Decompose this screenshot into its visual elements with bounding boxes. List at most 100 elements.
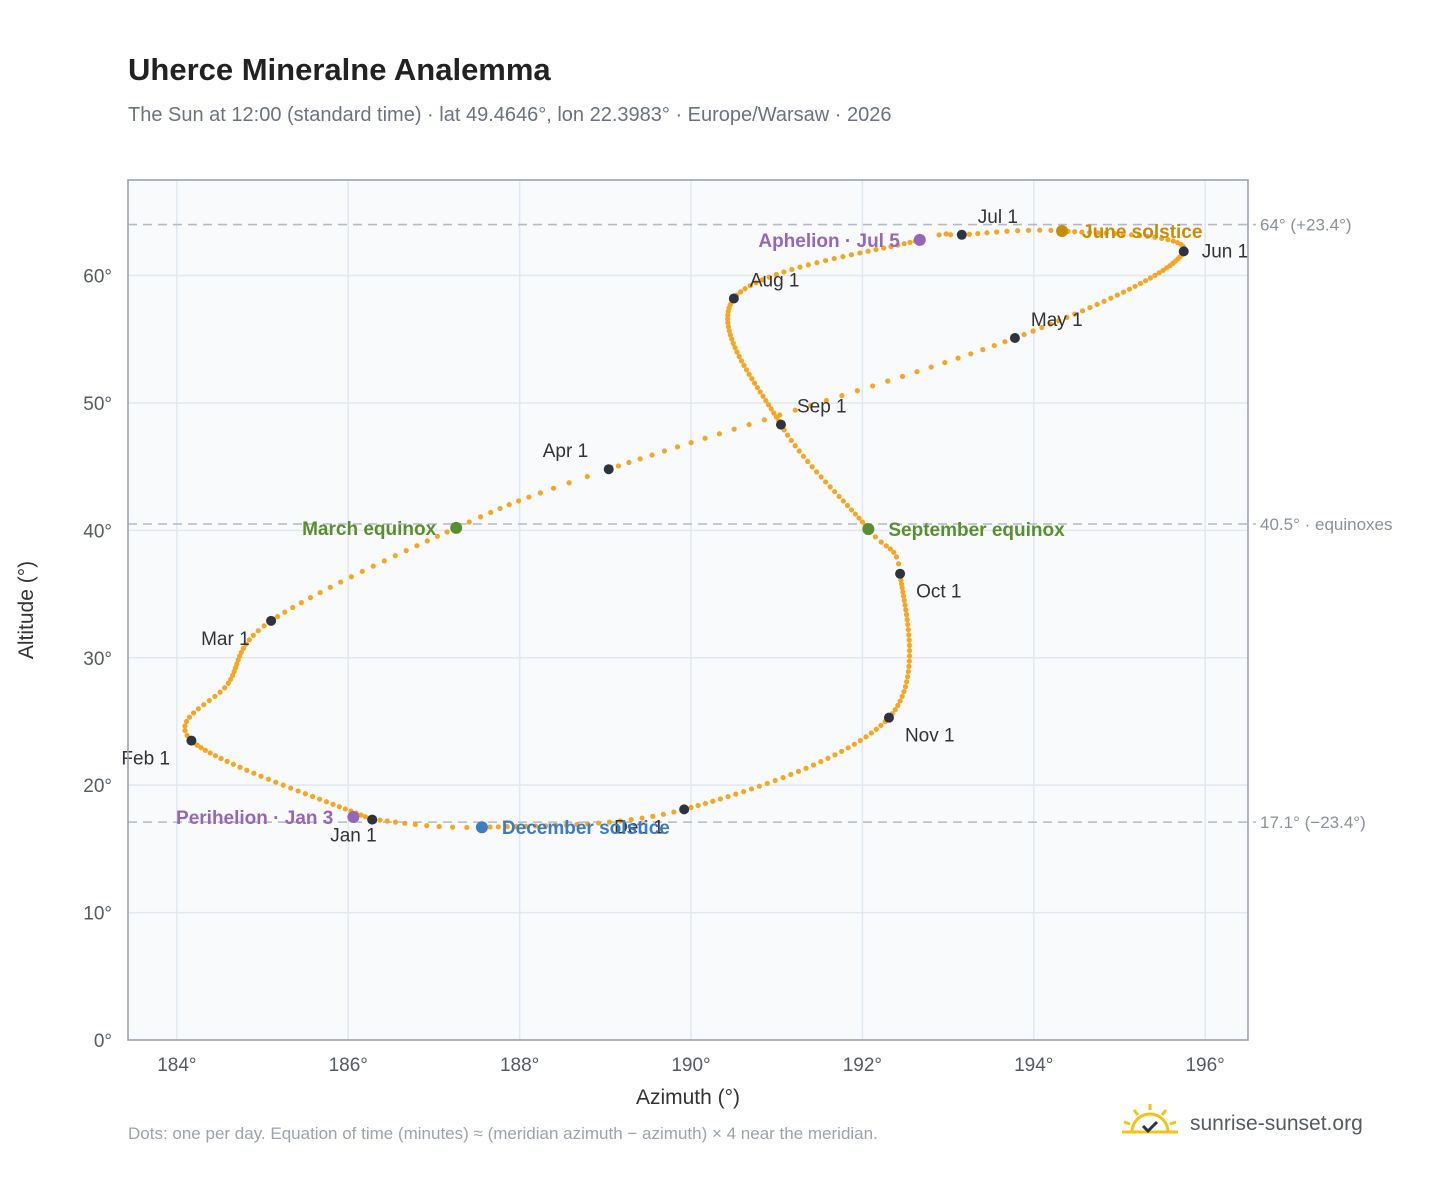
day-dot <box>392 819 399 825</box>
day-dot <box>901 688 907 695</box>
day-dot <box>984 230 990 236</box>
day-dot <box>741 788 747 795</box>
day-dot <box>891 549 897 555</box>
day-dot <box>901 241 907 247</box>
day-dot <box>903 612 910 618</box>
day-dot <box>738 358 745 364</box>
day-dot <box>240 645 247 651</box>
day-dot <box>246 637 252 643</box>
day-dot <box>904 616 910 623</box>
day-dot <box>823 479 829 485</box>
day-dot <box>966 231 972 237</box>
event-label: December solstice <box>502 818 670 839</box>
day-dot <box>628 817 634 823</box>
day-dot <box>746 371 752 377</box>
day-dot <box>749 376 755 382</box>
day-dot <box>848 252 855 258</box>
month-label: May 1 <box>1031 310 1083 331</box>
day-dot <box>766 274 772 280</box>
day-dot <box>1101 298 1107 304</box>
day-dot <box>818 474 824 480</box>
day-dot <box>825 755 831 761</box>
day-dot <box>414 543 420 549</box>
day-dot <box>868 730 874 736</box>
day-dot <box>747 283 753 289</box>
day-dot <box>788 771 794 778</box>
day-dot <box>1159 235 1165 241</box>
month-label: Aug 1 <box>750 270 800 291</box>
day-dot <box>186 714 193 720</box>
day-dot <box>1152 234 1158 240</box>
brand-logo[interactable]: sunrise-sunset.org <box>1120 1102 1400 1146</box>
day-dot <box>182 723 188 729</box>
day-dot <box>725 324 732 330</box>
day-dot <box>183 718 190 725</box>
reference-line-label: 17.1° (−23.4°) <box>1260 813 1366 832</box>
day-dot <box>845 745 851 751</box>
y-tick-label: 40° <box>83 521 112 542</box>
day-dot <box>764 780 770 787</box>
day-dot <box>872 534 878 540</box>
day-dot <box>1108 295 1114 301</box>
month-marker <box>956 229 967 240</box>
day-dot <box>905 627 911 633</box>
event-label: September equinox <box>888 520 1065 541</box>
day-dot <box>759 277 765 283</box>
footnote: Dots: one per day. Equation of time (min… <box>128 1124 878 1143</box>
day-dot <box>797 264 803 270</box>
day-dot <box>906 663 912 669</box>
day-dot <box>892 707 898 713</box>
day-dot <box>873 726 879 732</box>
day-dot <box>317 589 323 596</box>
y-tick-label: 60° <box>83 267 112 288</box>
day-dot <box>1056 318 1062 324</box>
day-dot <box>338 579 344 585</box>
day-dot <box>323 799 330 805</box>
day-dot <box>994 229 1000 235</box>
event-marker <box>347 811 360 824</box>
day-dot <box>902 602 908 608</box>
day-dot <box>726 328 732 334</box>
day-dot <box>702 435 708 441</box>
day-dot <box>402 820 408 826</box>
month-marker <box>679 804 690 815</box>
day-dot <box>342 806 348 812</box>
day-dot <box>1112 231 1118 237</box>
day-dot <box>1132 283 1138 289</box>
day-dot <box>810 762 817 768</box>
day-dot <box>757 389 763 395</box>
day-dot <box>814 469 820 475</box>
day-dot <box>606 819 613 825</box>
day-dot <box>898 581 905 587</box>
day-dot <box>225 680 231 686</box>
event-label: Aphelion · Jul 5 <box>758 231 900 252</box>
day-dot <box>1015 228 1021 234</box>
day-dot <box>914 369 920 375</box>
day-dot <box>649 452 655 458</box>
x-tick-label: 196° <box>1185 1055 1224 1076</box>
day-dot <box>695 802 701 809</box>
day-dot <box>852 511 858 517</box>
day-dot <box>1103 230 1109 236</box>
month-label: Dec 1 <box>614 817 664 838</box>
day-dot <box>899 373 906 379</box>
event-label: Perihelion · Jan 3 <box>176 808 333 829</box>
day-dot <box>566 480 572 486</box>
day-dot <box>792 407 798 413</box>
day-dot <box>617 818 623 824</box>
day-dot <box>274 614 281 620</box>
day-dot <box>201 702 207 708</box>
event-markers: March equinox September equinox June solst… <box>176 222 1202 839</box>
day-dot <box>237 764 243 770</box>
x-tick-label: 194° <box>1014 1055 1053 1076</box>
reference-lines: 64° (+23.4°) 40.5° · equinoxes 17.1° (−23.… <box>128 216 1393 832</box>
day-dot <box>732 345 738 351</box>
y-tick-label: 0° <box>94 1031 112 1052</box>
day-dot <box>902 684 909 690</box>
event-marker <box>475 821 488 834</box>
day-dot <box>436 823 442 830</box>
day-dot <box>1137 280 1144 287</box>
month-label: Mar 1 <box>201 629 250 650</box>
y-tick-label: 50° <box>83 394 112 415</box>
day-dot <box>217 689 223 695</box>
